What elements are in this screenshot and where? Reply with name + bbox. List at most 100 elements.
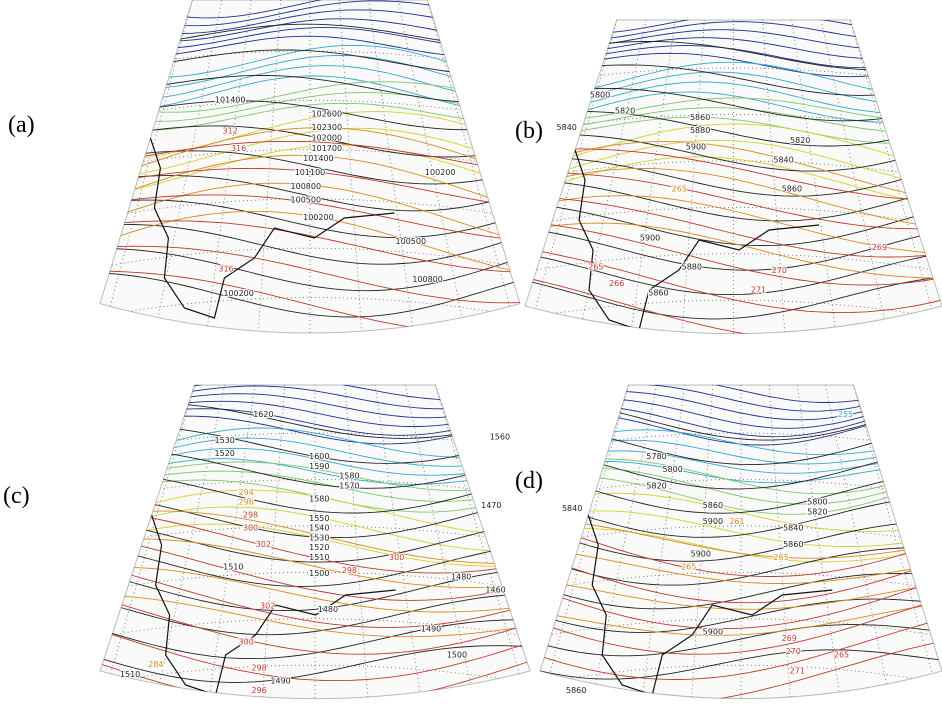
- contour-label: 1570: [339, 481, 359, 490]
- contour-label: 100800: [412, 275, 443, 284]
- contour-label: 5800: [807, 498, 827, 507]
- contour-label: 265: [834, 650, 849, 659]
- contour-label: 5880: [690, 126, 710, 135]
- contour-label: 1510: [120, 670, 140, 679]
- contour-label: 1620: [253, 410, 273, 419]
- contour-label: 255: [838, 410, 853, 419]
- contour-label: 100200: [425, 168, 456, 177]
- contour-label: 100500: [396, 237, 427, 246]
- contour-label: 5840: [557, 123, 577, 132]
- contour-label: 101700: [312, 144, 343, 153]
- contour-label: 5820: [646, 481, 666, 490]
- contour-label: 5840: [783, 524, 803, 533]
- contour-label: 269: [872, 243, 887, 252]
- contour-label: 5860: [566, 686, 586, 695]
- contour-label: 5900: [691, 550, 711, 559]
- contour-label: 298: [342, 566, 357, 575]
- contour-label: 302: [260, 602, 275, 611]
- contour-label: 1540: [309, 524, 329, 533]
- contour-label: 102600: [312, 109, 343, 118]
- contour-label: 5820: [790, 136, 810, 145]
- contour-label: 5780: [646, 452, 666, 461]
- contour-label: 5840: [562, 504, 582, 513]
- contour-label: 5820: [807, 507, 827, 516]
- contour-label: 1480: [451, 572, 471, 581]
- contour-label: 5860: [690, 113, 710, 122]
- contour-label: 312: [223, 127, 238, 136]
- map-panel: (b) 5800 5820 5840 5860 5880 5900 5820 5840 5860 5…: [515, 13, 942, 345]
- contour-label: 296: [239, 498, 254, 507]
- figure-panels: (a)1014001026001023001020001017001014001…: [3, 0, 942, 710]
- contour-label: 100200: [223, 289, 254, 298]
- panel-label: (b): [515, 118, 543, 144]
- contour-label: 1530: [309, 533, 329, 542]
- contour-label: 1520: [309, 543, 329, 552]
- contour-label: 284: [148, 660, 163, 669]
- contour-label: 302: [256, 540, 271, 549]
- contour-label: 1500: [447, 650, 467, 659]
- contour-label: 261: [729, 517, 744, 526]
- contour-label: 5800: [590, 90, 610, 99]
- contour-label: 1580: [339, 472, 359, 481]
- contour-label: 1490: [421, 624, 441, 633]
- contour-label: 1580: [309, 494, 329, 503]
- contour-label: 100200: [303, 213, 334, 222]
- contour-label: 298: [251, 663, 266, 672]
- contour-label: 298: [243, 511, 258, 520]
- contour-label: 5860: [703, 501, 723, 510]
- figure: (a)1014001026001023001020001017001014001…: [0, 0, 942, 713]
- contour-label: 1490: [270, 676, 290, 685]
- contour-label: 100500: [291, 196, 322, 205]
- panel-label: (d): [515, 468, 543, 494]
- contour-label: 1600: [309, 452, 329, 461]
- contour-label: 5900: [686, 142, 706, 151]
- map-background: [100, 0, 520, 333]
- contour-label: 1560: [490, 433, 510, 442]
- contour-label: 101400: [303, 154, 334, 163]
- contour-label: 1550: [309, 514, 329, 523]
- contour-label: 270: [786, 647, 801, 656]
- contour-label: 296: [251, 686, 266, 695]
- contour-label: 1460: [485, 585, 505, 594]
- contour-label: 265: [774, 553, 789, 562]
- contour-label: 102300: [312, 123, 343, 132]
- contour-label: 266: [609, 279, 624, 288]
- contour-label: 265: [588, 263, 603, 272]
- contour-label: 101100: [295, 168, 326, 177]
- contour-label: 294: [239, 488, 254, 497]
- contour-label: 1510: [223, 563, 243, 572]
- contour-label: 265: [681, 563, 696, 572]
- contour-label: 5820: [615, 107, 635, 116]
- contour-label: 1480: [318, 605, 338, 614]
- contour-label: 5800: [662, 465, 682, 474]
- contour-label: 300: [239, 637, 254, 646]
- contour-label: 5900: [703, 517, 723, 526]
- contour-label: 101400: [215, 96, 246, 105]
- contour-label: 1500: [309, 569, 329, 578]
- contour-label: 271: [790, 667, 805, 676]
- contour-label: 270: [772, 266, 787, 275]
- contour-label: 5900: [640, 233, 660, 242]
- contour-label: 300: [389, 553, 404, 562]
- contour-label: 5900: [703, 628, 723, 637]
- contour-label: 5860: [783, 540, 803, 549]
- contour-label: 5860: [782, 185, 802, 194]
- contour-label: 5860: [648, 289, 668, 298]
- panel-label: (a): [8, 112, 35, 138]
- contour-label: 5840: [773, 155, 793, 164]
- contour-label: 269: [782, 634, 797, 643]
- contour-label: 1520: [215, 449, 235, 458]
- contour-label: 5880: [682, 263, 702, 272]
- contour-label: 300: [243, 524, 258, 533]
- contour-label: 1470: [481, 501, 501, 510]
- contour-label: 102000: [312, 134, 343, 143]
- contour-label: 1590: [309, 462, 329, 471]
- panel-label: (c): [3, 483, 30, 509]
- contour-label: 1530: [215, 436, 235, 445]
- contour-label: 100800: [291, 182, 322, 191]
- contour-label: 316: [231, 144, 246, 153]
- map-panel: (a)1014001026001023001020001017001014001…: [8, 0, 520, 345]
- contour-label: 271: [751, 285, 766, 294]
